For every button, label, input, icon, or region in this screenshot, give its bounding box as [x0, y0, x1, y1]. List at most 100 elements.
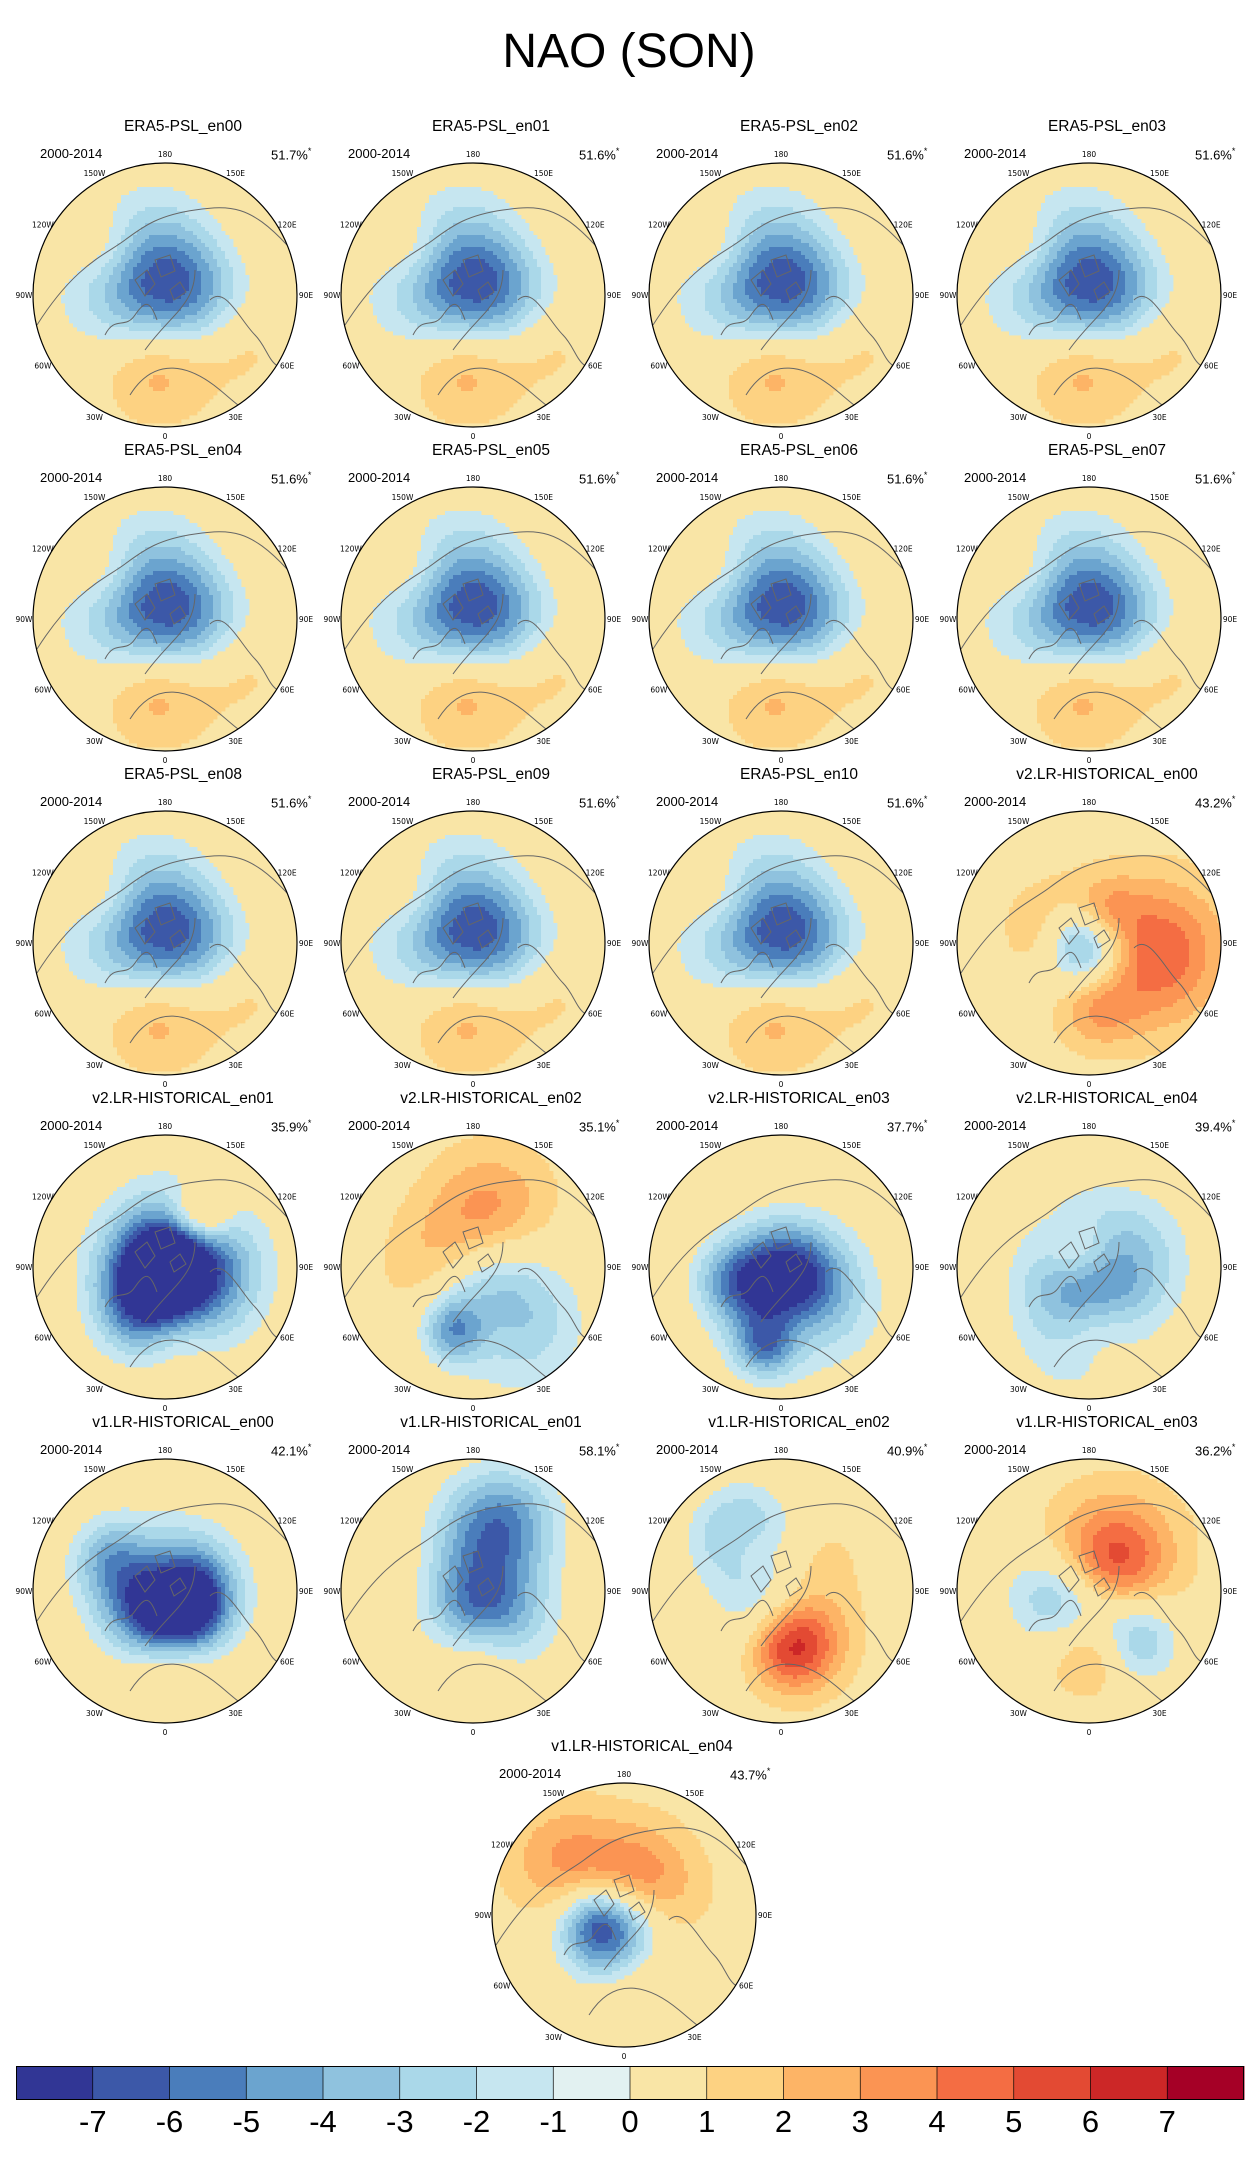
longitude-label: 90E: [1223, 1587, 1238, 1596]
longitude-label: 180: [158, 150, 173, 159]
longitude-label: 60E: [588, 1334, 603, 1343]
longitude-label: 0: [1087, 756, 1092, 765]
longitude-label: 30E: [844, 1709, 859, 1718]
longitude-label: 60W: [650, 362, 668, 371]
polar-map: 180 150E 120E 90E 60E 30E 0 30W 60W 90W 120W 150W: [16, 474, 314, 765]
longitude-label: 30W: [1010, 1061, 1028, 1070]
longitude-label: 30W: [1010, 1709, 1028, 1718]
longitude-label: 150E: [226, 1465, 245, 1474]
variance-value: 51.6%: [579, 147, 616, 162]
longitude-label: 90E: [607, 939, 622, 948]
longitude-label: 90W: [475, 1911, 493, 1920]
variance-value: 51.6%: [579, 795, 616, 810]
colorbar-segment: [92, 2066, 170, 2100]
longitude-label: 30W: [86, 413, 104, 422]
significance-marker: *: [1232, 794, 1236, 804]
colorbar-segment: [1167, 2066, 1245, 2100]
colorbar-tick-label: -6: [140, 2102, 200, 2142]
panel-title: ERA5-PSL_en03: [952, 118, 1258, 136]
longitude-label: 0: [779, 756, 784, 765]
significance-marker: *: [308, 794, 312, 804]
colorbar: [16, 2066, 1245, 2100]
longitude-label: 120W: [340, 1517, 362, 1526]
longitude-label: 120W: [32, 545, 54, 554]
map-panel: ERA5-PSL_en03 2000-2014 51.6%* 180 150E 120E 9…: [940, 118, 1258, 441]
longitude-label: 150W: [1008, 1141, 1030, 1150]
longitude-label: 150W: [392, 493, 414, 502]
longitude-label: 30W: [702, 413, 720, 422]
panel-variance: 51.6%*: [887, 146, 927, 162]
longitude-label: 60E: [588, 1010, 603, 1019]
longitude-label: 60E: [1204, 1010, 1219, 1019]
longitude-label: 90E: [607, 1263, 622, 1272]
longitude-label: 150W: [392, 1141, 414, 1150]
longitude-label: 150E: [685, 1789, 704, 1798]
significance-marker: *: [308, 470, 312, 480]
longitude-label: 90W: [16, 939, 34, 948]
map-panel: ERA5-PSL_en10 2000-2014 51.6%* 180 150E 120E 9…: [632, 766, 954, 1089]
longitude-label: 90E: [915, 615, 930, 624]
panel-period: 2000-2014: [499, 1766, 561, 1781]
longitude-label: 90E: [299, 291, 314, 300]
longitude-label: 150W: [1008, 1465, 1030, 1474]
panel-title: v1.LR-HISTORICAL_en02: [644, 1414, 954, 1432]
longitude-label: 90W: [16, 615, 34, 624]
panel-period: 2000-2014: [348, 1118, 410, 1133]
longitude-label: 150E: [1150, 1141, 1169, 1150]
variance-value: 51.6%: [1195, 147, 1232, 162]
longitude-label: 60W: [958, 1658, 976, 1667]
longitude-label: 30E: [844, 1061, 859, 1070]
longitude-label: 30W: [394, 413, 412, 422]
longitude-label: 60E: [280, 686, 295, 695]
colorbar-tick-label: -1: [523, 2102, 583, 2142]
variance-value: 39.4%: [1195, 1119, 1232, 1134]
longitude-label: 150E: [226, 1141, 245, 1150]
polar-map: 180 150E 120E 90E 60E 30E 0 30W 60W 90W 120W 150W: [16, 1446, 314, 1737]
longitude-label: 90E: [1223, 291, 1238, 300]
longitude-label: 60E: [896, 1010, 911, 1019]
longitude-label: 90W: [324, 1263, 342, 1272]
longitude-label: 150W: [392, 169, 414, 178]
longitude-label: 60W: [958, 362, 976, 371]
colorbar-segment: [246, 2066, 324, 2100]
panel-title: v1.LR-HISTORICAL_en00: [28, 1414, 338, 1432]
longitude-label: 90W: [632, 1263, 650, 1272]
longitude-label: 0: [163, 432, 168, 441]
longitude-label: 90E: [915, 1587, 930, 1596]
longitude-label: 90W: [940, 1587, 958, 1596]
longitude-label: 120W: [340, 1193, 362, 1202]
panel-title: v2.LR-HISTORICAL_en00: [952, 766, 1258, 784]
variance-value: 37.7%: [887, 1119, 924, 1134]
panel-variance: 58.1%*: [579, 1442, 619, 1458]
panel-variance: 51.6%*: [271, 794, 311, 810]
longitude-label: 90W: [632, 615, 650, 624]
longitude-label: 60W: [650, 1658, 668, 1667]
panel-period: 2000-2014: [964, 1442, 1026, 1457]
longitude-label: 0: [779, 1728, 784, 1737]
panel-period: 2000-2014: [656, 1118, 718, 1133]
polar-map: 180 150E 120E 90E 60E 30E 0 30W 60W 90W 120W 150W: [940, 150, 1238, 441]
longitude-label: 120W: [648, 1193, 670, 1202]
longitude-label: 120E: [894, 869, 913, 878]
panel-title: v2.LR-HISTORICAL_en01: [28, 1090, 338, 1108]
panel-variance: 51.6%*: [887, 470, 927, 486]
longitude-label: 90W: [632, 1587, 650, 1596]
longitude-label: 90E: [1223, 939, 1238, 948]
colorbar-tick-label: 3: [830, 2102, 890, 2142]
longitude-label: 0: [163, 1080, 168, 1089]
panel-period: 2000-2014: [40, 794, 102, 809]
longitude-label: 0: [779, 432, 784, 441]
panel-period: 2000-2014: [656, 146, 718, 161]
map-panel: v1.LR-HISTORICAL_en01 2000-2014 58.1%* 180 1…: [324, 1414, 646, 1737]
longitude-label: 180: [1082, 1446, 1097, 1455]
longitude-label: 30E: [844, 1385, 859, 1394]
longitude-label: 90E: [299, 939, 314, 948]
longitude-label: 60W: [34, 1334, 52, 1343]
longitude-label: 150W: [84, 493, 106, 502]
longitude-label: 30E: [536, 1061, 551, 1070]
longitude-label: 120E: [586, 1517, 605, 1526]
map-panel: ERA5-PSL_en04 2000-2014 51.6%* 180 150E 120E 9…: [16, 442, 338, 765]
panel-period: 2000-2014: [964, 146, 1026, 161]
colorbar-tick-label: 7: [1137, 2102, 1197, 2142]
longitude-label: 90E: [915, 1263, 930, 1272]
